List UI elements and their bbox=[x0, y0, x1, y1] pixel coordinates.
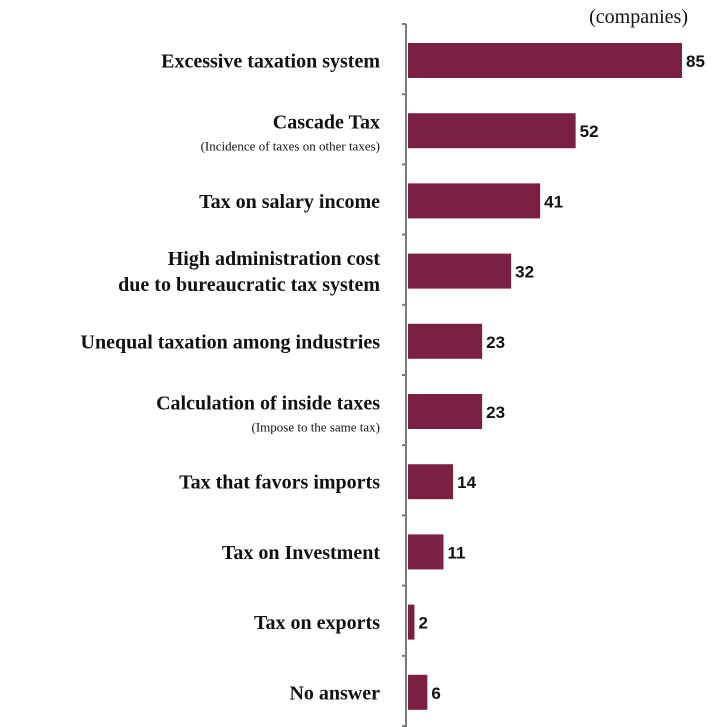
bar bbox=[408, 43, 682, 78]
bar bbox=[408, 604, 415, 640]
category-label: due to bureaucratic tax system bbox=[118, 274, 380, 296]
value-label: 6 bbox=[431, 684, 440, 703]
bar bbox=[408, 394, 483, 429]
value-label: 32 bbox=[515, 263, 534, 282]
unit-label: (companies) bbox=[589, 6, 688, 28]
value-label: 23 bbox=[486, 403, 505, 422]
bar bbox=[408, 113, 576, 149]
value-label: 14 bbox=[457, 473, 476, 492]
value-label: 11 bbox=[447, 543, 465, 562]
category-label: High administration cost bbox=[168, 248, 381, 270]
value-label: 23 bbox=[486, 333, 505, 352]
category-label: Tax on exports bbox=[254, 612, 380, 634]
bar bbox=[408, 253, 512, 289]
bar bbox=[408, 464, 454, 500]
value-label: 2 bbox=[418, 614, 427, 633]
bar bbox=[408, 534, 444, 570]
category-label: No answer bbox=[289, 682, 380, 704]
bar bbox=[408, 674, 428, 710]
category-label: Tax that favors imports bbox=[179, 472, 380, 494]
value-label: 52 bbox=[580, 122, 599, 141]
category-label: Cascade Tax bbox=[273, 112, 380, 134]
category-label: Tax on salary income bbox=[199, 191, 380, 213]
category-note: (Incidence of taxes on other taxes) bbox=[201, 139, 380, 154]
value-label: 41 bbox=[544, 192, 563, 211]
bar bbox=[408, 183, 541, 219]
category-label: Calculation of inside taxes bbox=[156, 393, 380, 415]
value-label: 85 bbox=[686, 52, 705, 71]
bar bbox=[408, 323, 483, 359]
category-label: Unequal taxation among industries bbox=[81, 331, 381, 353]
category-label: Excessive taxation system bbox=[161, 51, 380, 73]
category-note: (Impose to the same tax) bbox=[251, 420, 380, 435]
category-label: Tax on Investment bbox=[222, 542, 381, 564]
